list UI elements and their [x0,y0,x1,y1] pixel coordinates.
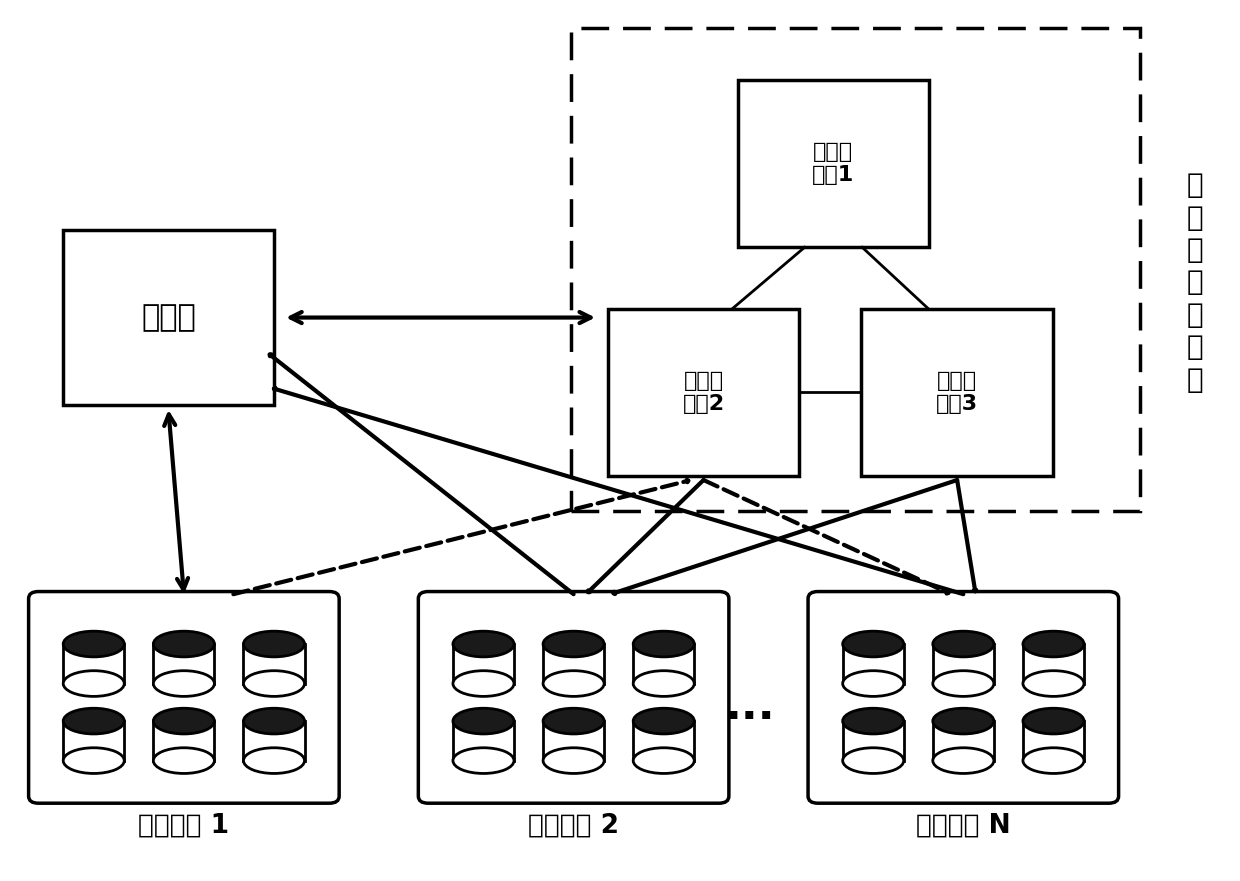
Text: 元数据
节点2: 元数据 节点2 [682,371,724,414]
Polygon shape [843,644,904,684]
FancyBboxPatch shape [738,80,929,248]
Polygon shape [243,644,305,684]
Polygon shape [634,644,694,684]
Ellipse shape [1023,748,1084,774]
Ellipse shape [154,708,215,734]
Ellipse shape [63,708,124,734]
Text: 元数据
节点3: 元数据 节点3 [936,371,978,414]
Ellipse shape [63,670,124,696]
Ellipse shape [243,670,305,696]
Ellipse shape [1023,670,1084,696]
Polygon shape [63,721,124,760]
Ellipse shape [543,670,604,696]
Polygon shape [243,721,305,760]
Ellipse shape [154,631,215,657]
Ellipse shape [543,748,604,774]
Ellipse shape [843,670,904,696]
Polygon shape [154,721,215,760]
Polygon shape [63,644,124,684]
Ellipse shape [63,631,124,657]
Ellipse shape [243,631,305,657]
Ellipse shape [932,670,993,696]
FancyBboxPatch shape [63,230,274,405]
Ellipse shape [843,748,904,774]
Ellipse shape [932,631,993,657]
FancyBboxPatch shape [29,591,340,803]
Ellipse shape [843,708,904,734]
Ellipse shape [1023,708,1084,734]
Ellipse shape [243,708,305,734]
Ellipse shape [453,748,515,774]
FancyBboxPatch shape [418,591,729,803]
Polygon shape [1023,721,1084,760]
Text: 数据节点 2: 数据节点 2 [528,812,619,838]
Polygon shape [543,721,604,760]
Text: ···: ··· [724,696,775,738]
Text: 数据节点 N: 数据节点 N [916,812,1011,838]
Polygon shape [154,644,215,684]
Polygon shape [932,721,993,760]
Polygon shape [453,721,515,760]
Polygon shape [634,721,694,760]
Ellipse shape [1023,631,1084,657]
Ellipse shape [634,748,694,774]
FancyBboxPatch shape [862,308,1053,476]
Ellipse shape [634,670,694,696]
FancyBboxPatch shape [608,308,800,476]
Ellipse shape [453,670,515,696]
Ellipse shape [453,631,515,657]
Ellipse shape [634,631,694,657]
Ellipse shape [243,748,305,774]
Text: 元数据
节点1: 元数据 节点1 [812,142,854,186]
Ellipse shape [154,670,215,696]
Polygon shape [1023,644,1084,684]
Ellipse shape [634,708,694,734]
Polygon shape [932,644,993,684]
Text: 元
数
据
节
点
集
群: 元 数 据 节 点 集 群 [1187,171,1204,394]
Ellipse shape [843,631,904,657]
Ellipse shape [543,631,604,657]
Text: 客户端: 客户端 [141,303,196,332]
Ellipse shape [932,748,993,774]
Ellipse shape [63,748,124,774]
Text: 数据节点 1: 数据节点 1 [139,812,229,838]
Polygon shape [543,644,604,684]
Polygon shape [843,721,904,760]
Ellipse shape [932,708,993,734]
Polygon shape [453,644,515,684]
Ellipse shape [543,708,604,734]
Ellipse shape [453,708,515,734]
Ellipse shape [154,748,215,774]
FancyBboxPatch shape [808,591,1118,803]
